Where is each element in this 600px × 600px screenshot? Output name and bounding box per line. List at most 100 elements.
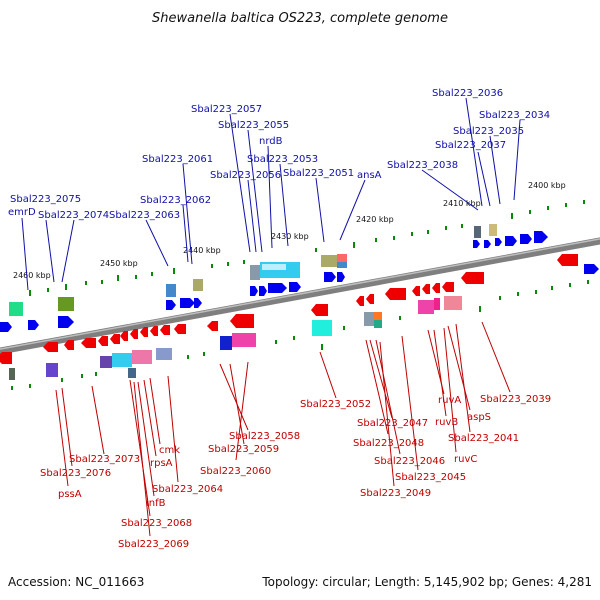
gene-label[interactable]: Sbal223_2034 [479,110,550,121]
gene-label[interactable]: Sbal223_2069 [118,539,189,550]
gene-label[interactable]: Sbal223_2076 [40,468,111,479]
gene-label[interactable]: Sbal223_2048 [353,438,424,449]
feature-box[interactable] [9,368,15,380]
reverse-gene-arrow[interactable] [557,254,578,266]
forward-gene-arrow[interactable] [289,282,301,292]
gene-label[interactable]: aspS [467,412,491,423]
reverse-gene-arrow[interactable] [0,352,12,364]
reverse-gene-arrow[interactable] [412,286,420,296]
gene-label[interactable]: Sbal223_2041 [448,433,519,444]
gene-label[interactable]: cmk [159,445,180,456]
feature-box[interactable] [193,279,203,291]
forward-gene-arrow[interactable] [180,298,195,308]
gene-label[interactable]: Sbal223_2075 [10,194,81,205]
gene-label[interactable]: rpsA [150,458,173,469]
gene-label[interactable]: Sbal223_2039 [480,394,551,405]
feature-box[interactable] [474,226,481,238]
forward-gene-arrow[interactable] [0,322,12,332]
reverse-gene-arrow[interactable] [432,283,440,293]
forward-gene-arrow[interactable] [520,234,532,244]
forward-gene-arrow[interactable] [534,231,548,243]
forward-gene-arrow[interactable] [324,272,336,282]
forward-gene-arrow[interactable] [250,286,258,296]
gene-label[interactable]: Sbal223_2057 [191,104,262,115]
forward-gene-arrow[interactable] [268,283,287,293]
gene-label[interactable]: Sbal223_2051 [283,168,354,179]
feature-box[interactable] [232,333,256,347]
forward-gene-arrow[interactable] [166,300,176,310]
feature-box[interactable] [58,297,74,311]
forward-gene-arrow[interactable] [505,236,517,246]
feature-box[interactable] [112,353,132,367]
feature-box[interactable] [337,254,347,262]
feature-box[interactable] [9,302,23,316]
reverse-gene-arrow[interactable] [442,282,454,292]
reverse-gene-arrow[interactable] [120,331,128,341]
gene-label[interactable]: Sbal223_2049 [360,488,431,499]
feature-box[interactable] [156,348,172,360]
gene-label[interactable]: emrD [8,207,36,218]
gene-label[interactable]: Sbal223_2060 [200,466,271,477]
reverse-gene-arrow[interactable] [385,288,406,300]
feature-box[interactable] [100,356,112,368]
gene-label[interactable]: Sbal223_2073 [69,454,140,465]
feature-box[interactable] [489,224,497,236]
gene-label[interactable]: Sbal223_2046 [374,456,445,467]
gene-label[interactable]: ruvB [435,417,458,428]
gene-label[interactable]: Sbal223_2062 [140,195,211,206]
feature-box[interactable] [132,350,152,364]
gene-label[interactable]: Sbal223_2056 [210,170,281,181]
gene-label[interactable]: nrdB [259,136,283,147]
reverse-gene-arrow[interactable] [130,329,138,339]
gene-label[interactable]: Sbal223_2064 [152,484,223,495]
feature-box[interactable] [46,363,58,377]
forward-gene-arrow[interactable] [259,286,267,296]
gene-label[interactable]: infB [146,498,166,509]
gene-label[interactable]: Sbal223_2038 [387,160,458,171]
forward-gene-arrow[interactable] [337,272,345,282]
gene-label[interactable]: Sbal223_2052 [300,399,371,410]
reverse-gene-arrow[interactable] [43,342,58,352]
feature-box[interactable] [434,298,440,310]
gene-label[interactable]: Sbal223_2063 [109,210,180,221]
reverse-gene-arrow[interactable] [230,314,254,328]
feature-box[interactable] [418,300,434,314]
feature-box[interactable] [128,368,136,378]
forward-gene-arrow[interactable] [473,240,480,248]
feature-box[interactable] [444,296,462,310]
gene-label[interactable]: ansA [357,170,382,181]
gene-label[interactable]: Sbal223_2047 [357,418,428,429]
gene-label[interactable]: Sbal223_2053 [247,154,318,165]
forward-gene-arrow[interactable] [484,240,491,248]
gene-label[interactable]: ruvC [454,454,477,465]
reverse-gene-arrow[interactable] [311,304,328,316]
reverse-gene-arrow[interactable] [64,340,74,350]
feature-box[interactable] [364,312,374,326]
feature-box[interactable] [250,265,260,280]
reverse-gene-arrow[interactable] [140,327,148,337]
reverse-gene-arrow[interactable] [174,324,186,334]
reverse-gene-arrow[interactable] [110,334,120,344]
reverse-gene-arrow[interactable] [207,321,218,331]
gene-label[interactable]: ruvA [438,395,461,406]
reverse-gene-arrow[interactable] [98,336,108,346]
gene-label[interactable]: Sbal223_2037 [435,140,506,151]
reverse-gene-arrow[interactable] [422,284,430,294]
gene-label[interactable]: Sbal223_2035 [453,126,524,137]
feature-box[interactable] [166,284,176,297]
feature-box[interactable] [374,312,382,320]
gene-label[interactable]: pssA [58,489,82,500]
reverse-gene-arrow[interactable] [461,272,484,284]
feature-box[interactable] [312,320,332,336]
forward-gene-arrow[interactable] [28,320,39,330]
forward-gene-arrow[interactable] [495,238,502,246]
gene-label[interactable]: Sbal223_2055 [218,120,289,131]
gene-label[interactable]: Sbal223_2045 [395,472,466,483]
forward-gene-arrow[interactable] [58,316,74,328]
gene-label[interactable]: Sbal223_2058 [229,431,300,442]
gene-label[interactable]: Sbal223_2061 [142,154,213,165]
reverse-gene-arrow[interactable] [81,338,96,348]
forward-gene-arrow[interactable] [584,264,599,274]
gene-label[interactable]: Sbal223_2059 [208,444,279,455]
feature-box[interactable] [374,320,382,328]
